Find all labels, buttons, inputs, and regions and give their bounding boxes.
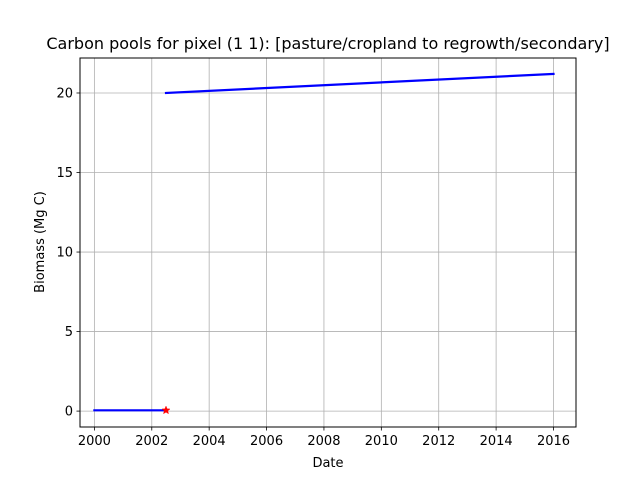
grid bbox=[80, 58, 576, 427]
y-axis-label: Biomass (Mg C) bbox=[33, 191, 48, 293]
marker-layer bbox=[161, 405, 171, 415]
x-tick-label: 2000 bbox=[78, 434, 111, 449]
y-tick-label: 10 bbox=[56, 246, 73, 261]
x-tick-label: 2014 bbox=[480, 434, 513, 449]
x-axis-label: Date bbox=[312, 456, 343, 471]
x-tick-label: 2012 bbox=[422, 434, 455, 449]
y-tick-label: 15 bbox=[56, 166, 73, 181]
x-tick-label: 2010 bbox=[365, 434, 398, 449]
x-tick-label: 2008 bbox=[307, 434, 340, 449]
x-tick-label: 2004 bbox=[193, 434, 226, 449]
y-ticks: 0 5 10 15 20 bbox=[56, 86, 80, 420]
plot-area bbox=[80, 58, 576, 427]
series-layer bbox=[93, 72, 555, 412]
x-tick-label: 2016 bbox=[537, 434, 570, 449]
star-marker bbox=[161, 405, 171, 415]
x-ticks: 2000 2002 2004 2006 2008 2010 2012 2014 2016 bbox=[78, 427, 570, 449]
x-tick-label: 2006 bbox=[250, 434, 283, 449]
plot-frame bbox=[79, 57, 577, 428]
y-tick-label: 0 bbox=[65, 405, 73, 420]
y-tick-label: 20 bbox=[56, 86, 73, 101]
y-tick-label: 5 bbox=[65, 325, 73, 340]
series-line-2 bbox=[164, 72, 555, 95]
chart-title: Carbon pools for pixel (1 1): [pasture/c… bbox=[46, 34, 609, 53]
x-tick-label: 2002 bbox=[135, 434, 168, 449]
